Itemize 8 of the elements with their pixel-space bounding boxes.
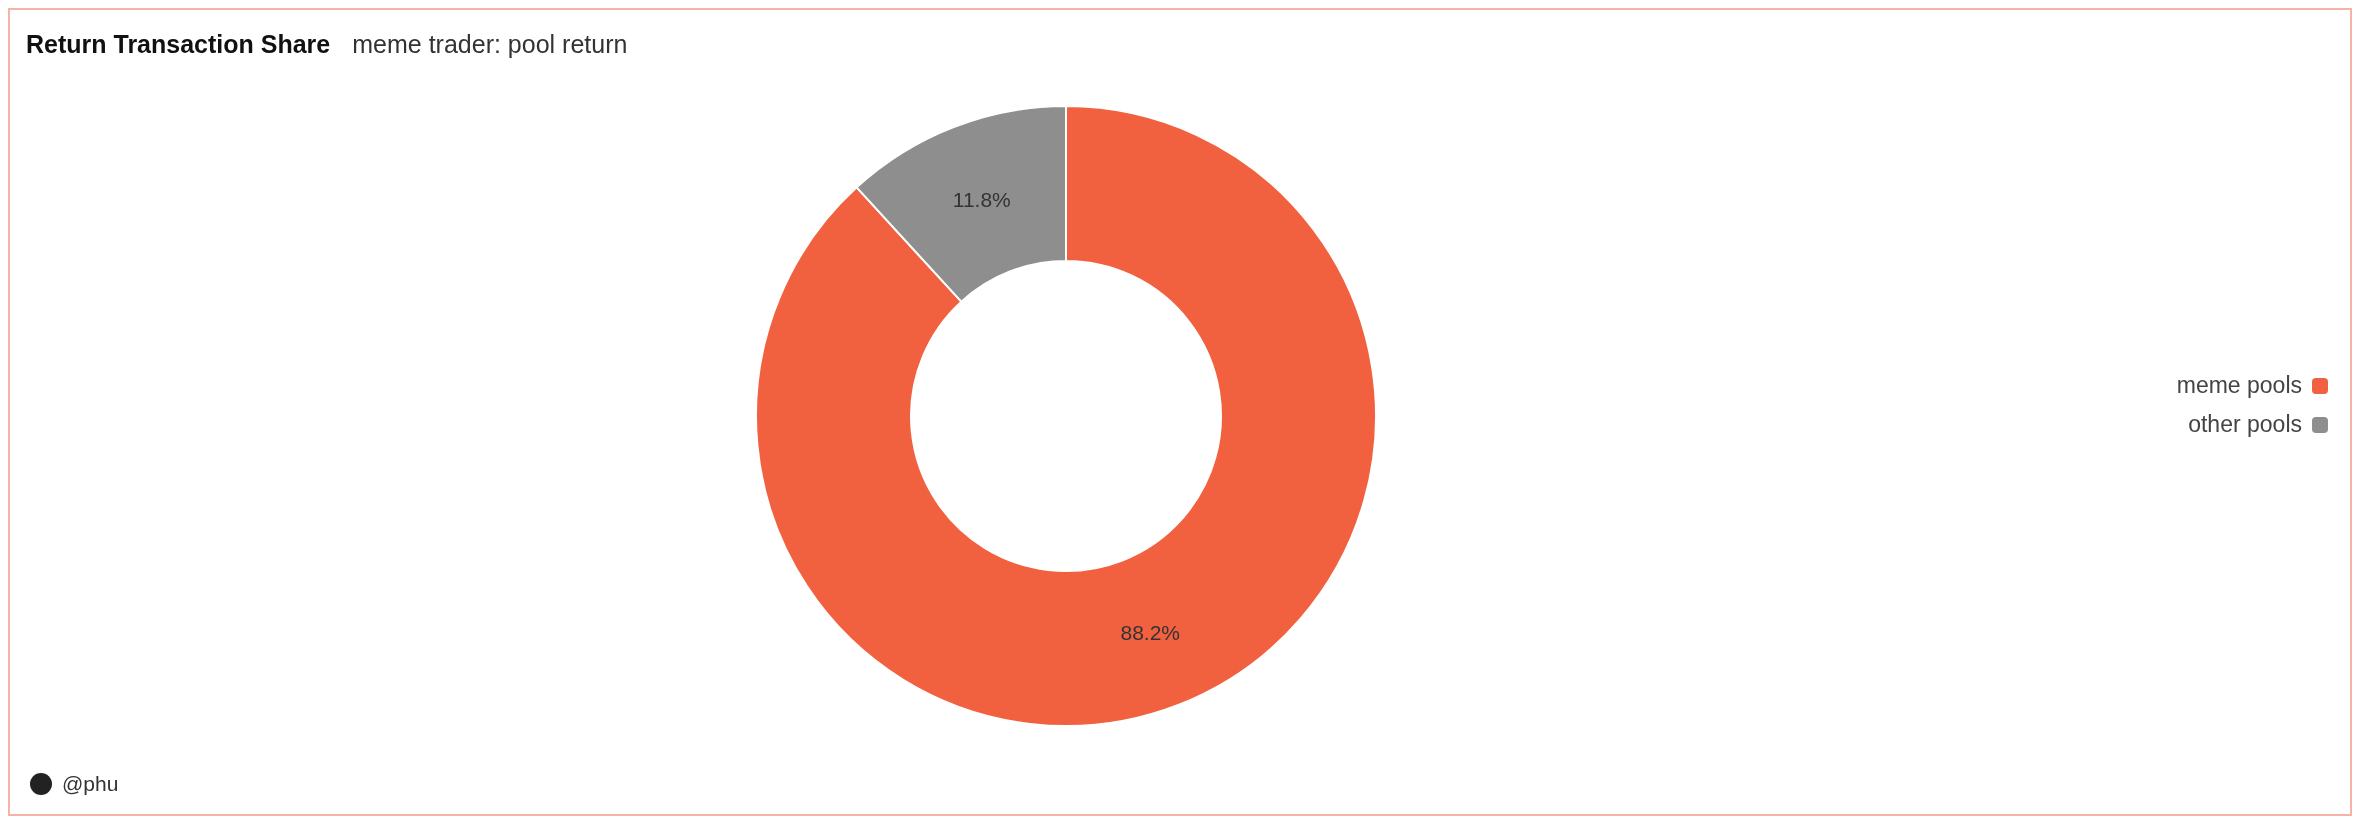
text: @phu	[62, 772, 119, 796]
text: Return Transaction Share	[26, 30, 331, 58]
data-label: 88.2%	[1120, 621, 1180, 645]
legend-label: other pools	[2188, 411, 2302, 438]
legend-label: meme pools	[2176, 372, 2302, 399]
donut-slice	[755, 105, 1377, 727]
data-label: 11.8%	[952, 187, 1011, 211]
text: meme trader: pool return	[352, 30, 628, 58]
